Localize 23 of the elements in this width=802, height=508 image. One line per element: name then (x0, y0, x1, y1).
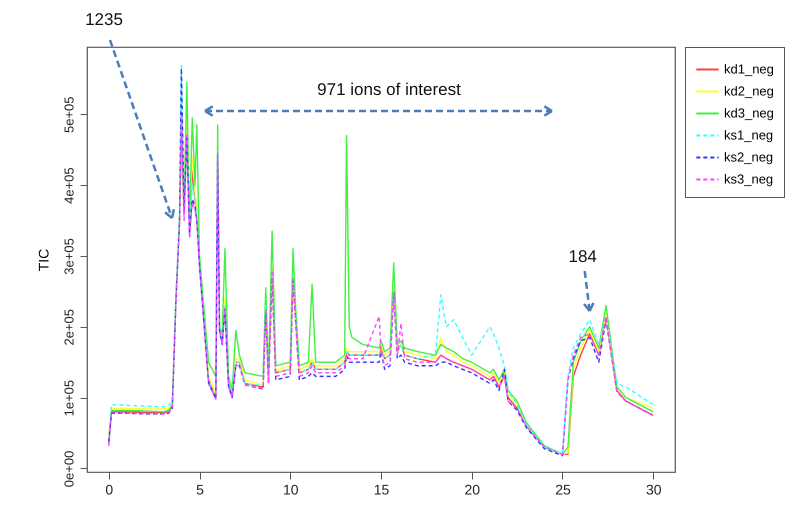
text: 1235 (85, 10, 123, 29)
y-tick-label: 0e+00 (62, 450, 76, 488)
legend-label: ks2_neg (724, 150, 774, 164)
x-tick-label: 15 (374, 482, 390, 498)
y-axis-title: TIC (36, 248, 52, 272)
annotation: 971 ions of interest (317, 80, 462, 99)
y-tick-label: 2e+05 (62, 309, 76, 346)
legend-label: kd3_neg (724, 106, 774, 120)
legend-label: ks3_neg (724, 172, 774, 186)
x-tick-label: 5 (196, 482, 204, 498)
y-tick-label: 1e+05 (62, 380, 76, 416)
x-tick-label: 30 (646, 482, 662, 498)
legend-label: kd1_neg (724, 62, 774, 76)
legend-label: ks1_neg (724, 128, 774, 142)
y-tick-label: 4e+05 (62, 167, 76, 204)
annotation: 184 (568, 247, 597, 266)
x-tick-label: 10 (282, 482, 299, 498)
legend-label: kd2_neg (724, 84, 774, 98)
y-tick-label: 3e+05 (62, 238, 76, 275)
y-tick-label: 5e+05 (62, 96, 76, 134)
x-tick-label: 25 (555, 482, 571, 498)
x-tick-label: 20 (464, 482, 480, 498)
x-tick-label: 0 (105, 482, 114, 498)
